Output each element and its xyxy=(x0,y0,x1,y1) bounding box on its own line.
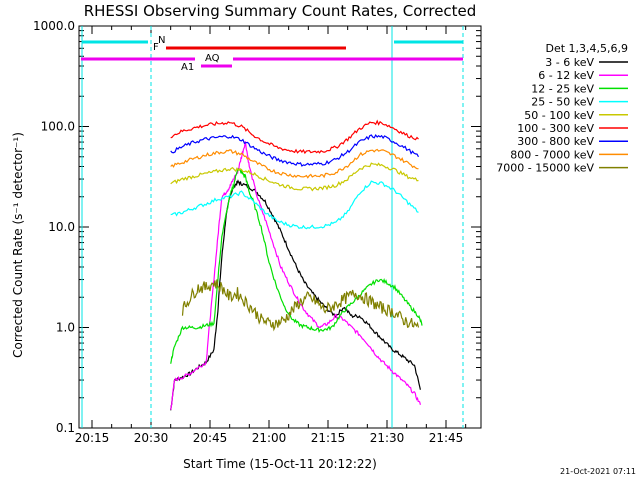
flag-label: A1 xyxy=(181,62,194,73)
timestamp: 21-Oct-2021 07:11 xyxy=(560,467,636,476)
y-tick-label: 10.0 xyxy=(48,220,75,234)
legend-entry-label: 12 - 25 keV xyxy=(531,82,594,95)
time-markers xyxy=(81,26,464,428)
series-line xyxy=(170,148,419,179)
y-tick-label: 1.0 xyxy=(56,321,75,335)
series-line xyxy=(170,180,419,230)
y-tick-label: 0.1 xyxy=(56,421,75,435)
flag-label: AQ xyxy=(205,53,220,64)
series-line xyxy=(170,168,423,364)
x-tick-label: 21:30 xyxy=(370,431,405,445)
flag-label: F xyxy=(153,42,159,53)
series-line xyxy=(170,162,419,192)
x-tick-label: 21:45 xyxy=(429,431,464,445)
legend-entry-label: 300 - 800 keV xyxy=(517,135,594,148)
plot-frame xyxy=(78,25,482,429)
series-line xyxy=(170,141,421,410)
series-line xyxy=(181,279,420,332)
x-tick-label: 20:45 xyxy=(193,431,228,445)
legend-entry-label: 800 - 7000 keV xyxy=(510,148,594,161)
x-tick-label: 20:15 xyxy=(75,431,110,445)
y-tick-label: 100.0 xyxy=(41,120,75,134)
legend-entry-label: 6 - 12 keV xyxy=(538,69,594,82)
legend-entry-label: 3 - 6 keV xyxy=(545,56,594,69)
legend-title: Det 1,3,4,5,6,9 xyxy=(545,42,628,55)
x-tick-label: 20:30 xyxy=(134,431,169,445)
y-tick-label: 1000.0 xyxy=(33,19,75,33)
legend-entry-label: 25 - 50 keV xyxy=(531,96,594,109)
x-tick-label: 21:15 xyxy=(311,431,346,445)
y-axis-label: Corrected Count Rate (s⁻¹ detector⁻¹) xyxy=(11,132,25,358)
legend-entry-label: 100 - 300 keV xyxy=(517,122,594,135)
legend-entry-label: 7000 - 15000 keV xyxy=(496,162,594,175)
series-line xyxy=(170,119,419,155)
series-line xyxy=(170,179,421,411)
series-lines xyxy=(170,119,423,411)
chart-title: RHESSI Observing Summary Count Rates, Co… xyxy=(84,2,477,20)
x-axis-label: Start Time (15-Oct-11 20:12:22) xyxy=(183,457,377,471)
axes-ticks: 20:15 20:30 20:45 21:00 21:15 21:30 21:45 0.1 1.… xyxy=(33,19,481,445)
series-line xyxy=(170,134,420,167)
flag-label: N xyxy=(158,35,165,46)
flag-bars: NF AQ A1 xyxy=(81,35,463,73)
legend-entry-label: 50 - 100 keV xyxy=(524,109,594,122)
x-tick-label: 21:00 xyxy=(252,431,287,445)
